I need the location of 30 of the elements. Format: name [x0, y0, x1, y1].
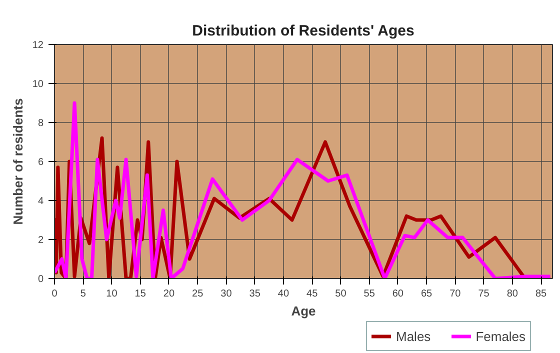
x-tick-label: 85	[535, 288, 548, 300]
x-tick-label: 80	[506, 288, 518, 300]
y-tick-label: 0	[38, 274, 44, 285]
x-tick-label: 5	[80, 288, 86, 300]
y-tick-label: 10	[32, 79, 44, 90]
chart-title: Distribution of Residents' Ages	[192, 22, 414, 40]
x-tick-label: 0	[52, 288, 58, 300]
y-axis-title: Number of residents	[10, 98, 26, 225]
x-tick-label: 55	[364, 288, 376, 300]
x-tick-label: 70	[450, 288, 462, 300]
y-tick-label: 2	[38, 235, 44, 246]
x-tick-label: 30	[220, 288, 232, 300]
x-tick-label: 75	[478, 288, 490, 300]
x-tick-label: 65	[421, 288, 433, 300]
x-tick-label: 10	[106, 288, 118, 300]
x-tick-label: 50	[335, 288, 347, 300]
x-tick-label: 20	[163, 288, 175, 300]
y-tick-label: 8	[38, 118, 44, 129]
x-axis-title: Age	[291, 304, 316, 318]
legend-label: Females	[476, 328, 526, 344]
x-tick-label: 35	[249, 288, 261, 300]
legend-label: Males	[396, 328, 431, 344]
x-tick-label: 25	[192, 288, 204, 300]
x-tick-label: 45	[306, 288, 318, 300]
y-tick-label: 6	[38, 157, 44, 168]
x-tick-label: 60	[392, 288, 404, 300]
x-tick-label: 40	[278, 288, 290, 300]
y-tick-label: 4	[38, 196, 44, 207]
y-tick-label: 12	[32, 40, 44, 51]
x-tick-label: 15	[134, 288, 146, 300]
